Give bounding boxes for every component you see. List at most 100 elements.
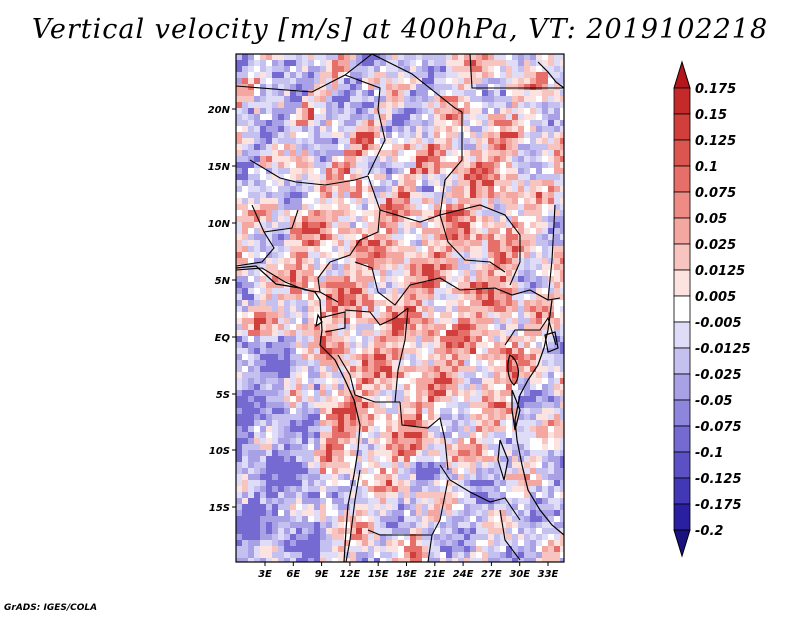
field-cell [338,318,345,325]
field-cell [284,540,291,547]
field-cell [446,102,453,109]
field-cell [308,240,315,247]
field-cell [344,174,351,181]
field-cell [500,354,507,361]
field-cell [488,510,495,517]
field-cell [278,408,285,415]
field-cell [386,354,393,361]
field-cell [380,498,387,505]
field-cell [440,180,447,187]
field-cell [398,558,405,562]
field-cell [308,258,315,265]
field-cell [434,144,441,151]
field-cell [290,366,297,373]
field-cell [356,330,363,337]
field-cell [386,420,393,427]
field-cell [242,546,249,553]
field-cell [404,414,411,421]
field-cell [248,72,255,79]
field-cell [374,210,381,217]
field-cell [494,234,501,241]
field-cell [236,558,243,562]
field-cell [368,216,375,223]
field-cell [362,456,369,463]
field-cell [422,480,429,487]
field-cell [536,156,543,163]
field-cell [314,282,321,289]
lon-label: 6E [286,569,300,580]
field-cell [320,510,327,517]
field-cell [356,372,363,379]
field-cell [452,168,459,175]
field-cell [236,288,243,295]
field-cell [290,420,297,427]
field-cell [398,150,405,157]
field-cell [290,444,297,451]
grads-credit: GrADS: IGES/COLA [4,603,98,613]
field-cell [272,282,279,289]
field-cell [254,90,261,97]
field-cell [374,330,381,337]
field-cell [500,126,507,133]
field-cell [482,192,489,199]
field-cell [422,324,429,331]
field-cell [488,162,495,169]
field-cell [416,270,423,277]
field-cell [380,108,387,115]
field-cell [284,450,291,457]
field-cell [422,522,429,529]
field-cell [320,516,327,523]
field-cell [434,510,441,517]
field-cell [320,186,327,193]
field-cell [350,492,357,499]
field-cell [266,426,273,433]
field-cell [440,354,447,361]
field-cell [470,162,477,169]
field-cell [398,102,405,109]
field-cell [416,114,423,121]
field-cell [548,444,555,451]
field-cell [392,504,399,511]
field-cell [314,138,321,145]
colorbar-label: -0.075 [695,420,742,435]
field-cell [332,372,339,379]
field-cell [548,138,555,145]
field-cell [356,102,363,109]
field-cell [266,84,273,91]
field-cell [326,66,333,73]
field-cell [374,474,381,481]
field-cell [308,468,315,475]
field-cell [392,114,399,121]
field-cell [494,390,501,397]
field-cell [446,420,453,427]
field-cell [548,240,555,247]
field-cell [410,444,417,451]
field-cell [458,300,465,307]
field-cell [494,114,501,121]
field-cell [554,438,561,445]
field-cell [338,534,345,541]
field-cell [362,102,369,109]
field-cell [404,402,411,409]
field-cell [464,60,471,67]
field-cell [476,270,483,277]
field-cell [290,330,297,337]
field-cell [374,378,381,385]
field-cell [476,480,483,487]
field-cell [296,96,303,103]
field-cell [476,492,483,499]
field-cell [404,324,411,331]
field-cell [266,96,273,103]
field-cell [272,66,279,73]
field-cell [278,168,285,175]
field-cell [338,456,345,463]
field-cell [416,408,423,415]
field-cell [506,108,513,115]
field-cell [452,138,459,145]
field-cell [248,540,255,547]
field-cell [398,180,405,187]
field-cell [290,114,297,121]
field-cell [374,180,381,187]
field-cell [242,258,249,265]
field-cell [248,222,255,229]
